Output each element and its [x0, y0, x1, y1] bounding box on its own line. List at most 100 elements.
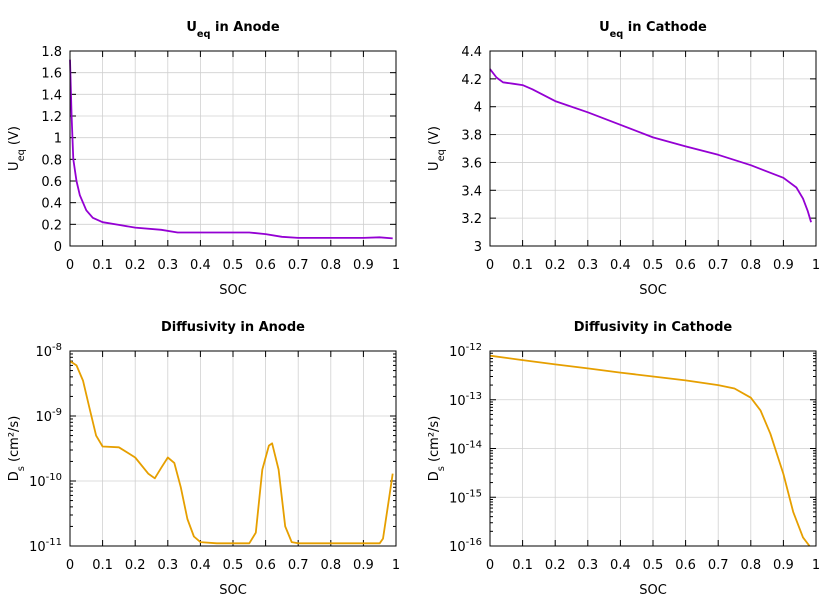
x-tick-label: 0.7	[708, 258, 729, 273]
x-tick-label: 0.4	[190, 558, 211, 573]
y-tick-exponent: -15	[466, 488, 482, 499]
x-tick-label: 0.9	[773, 258, 794, 273]
chart-title: Ueq in Cathode	[599, 20, 707, 40]
y-tick-base: 10	[449, 540, 466, 555]
chart-title: Diffusivity in Cathode	[574, 320, 733, 335]
x-tick-label: 0	[486, 558, 494, 573]
y-axis-label: Ueq (V)	[7, 126, 27, 171]
y-tick-label: 10-9	[35, 407, 62, 425]
subplot-2: 0 0.1 0.2 0.3 0.4 0.5 0.6 0.7 0.8 0.9 1 3 3.2 3.4 3.6 3…	[427, 20, 820, 298]
y-axis-label-main: U	[7, 161, 22, 171]
y-tick-base: 10	[449, 443, 466, 458]
x-tick-label: 1	[392, 258, 400, 273]
x-tick-label: 0.8	[740, 558, 761, 573]
x-tick-label: 0.4	[610, 558, 631, 573]
x-axis-label: SOC	[219, 283, 247, 298]
y-tick-exponent: -9	[52, 407, 62, 418]
y-axis-label: Ds (cm²/s)	[7, 416, 27, 482]
x-tick-label: 0.2	[125, 558, 146, 573]
x-axis-label: SOC	[639, 283, 667, 298]
x-tick-label: 0.7	[708, 558, 729, 573]
x-tick-label: 0.1	[512, 558, 533, 573]
series-line	[489, 68, 812, 223]
x-tick-label: 0.5	[643, 558, 664, 573]
x-tick-label: 0.8	[740, 258, 761, 273]
y-tick-label: 4	[474, 101, 482, 116]
x-tick-label: 0	[66, 558, 74, 573]
y-tick-label: 0.4	[41, 197, 62, 212]
chart-title-sub: eq	[197, 29, 211, 40]
chart-title-main: U	[599, 20, 610, 35]
x-tick-label: 0.3	[157, 558, 178, 573]
y-axis-label-main: D	[427, 471, 442, 481]
y-tick-label: 10-13	[449, 391, 482, 409]
y-axis-label-rest: (V)	[427, 126, 442, 149]
chart-title-main: U	[186, 20, 197, 35]
chart-title-main: Diffusivity in Cathode	[574, 320, 733, 335]
y-axis-label-sub: eq	[436, 149, 447, 161]
x-tick-label: 0.9	[353, 258, 374, 273]
x-tick-label: 0.7	[288, 258, 309, 273]
x-tick-label: 0.2	[545, 558, 566, 573]
chart-title-rest: in Anode	[211, 20, 280, 35]
x-tick-label: 0.2	[545, 258, 566, 273]
y-tick-exponent: -8	[52, 342, 62, 353]
x-tick-label: 0.4	[610, 258, 631, 273]
x-tick-label: 0	[66, 258, 74, 273]
x-tick-label: 0.3	[157, 258, 178, 273]
x-tick-label: 0.6	[255, 258, 276, 273]
y-tick-label: 0.2	[41, 218, 62, 233]
subplot-4: 0 0.1 0.2 0.3 0.4 0.5 0.6 0.7 0.8 0.9 110-1610-151…	[427, 320, 820, 598]
y-tick-label: 3.8	[461, 129, 482, 144]
plot-frame	[489, 50, 817, 247]
y-tick-base: 10	[449, 491, 466, 506]
y-tick-label: 3	[474, 240, 482, 255]
y-tick-base: 10	[29, 540, 46, 555]
y-tick-exponent: -11	[46, 537, 62, 548]
x-tick-label: 0.3	[577, 558, 598, 573]
y-axis-label-sub: s	[436, 466, 447, 471]
chart-title-sub: eq	[610, 29, 624, 40]
plot-frame	[69, 50, 397, 247]
subplot-1: 0 0.1 0.2 0.3 0.4 0.5 0.6 0.7 0.8 0.9 1 0 0.2 0.4 0.6 0…	[7, 20, 400, 298]
chart-title-rest: in Cathode	[623, 20, 707, 35]
y-tick-label: 0	[54, 240, 62, 255]
y-axis-label-sub: s	[16, 466, 27, 471]
y-tick-label: 1.6	[41, 67, 62, 82]
y-tick-exponent: -10	[46, 472, 62, 483]
x-tick-label: 0.4	[190, 258, 211, 273]
subplot-3: 0 0.1 0.2 0.3 0.4 0.5 0.6 0.7 0.8 0.9 110-1110-101…	[7, 320, 400, 598]
x-tick-label: 1	[812, 258, 820, 273]
y-tick-exponent: -13	[466, 391, 482, 402]
x-tick-label: 0.3	[577, 258, 598, 273]
y-tick-label: 10-14	[449, 440, 482, 458]
x-axis-label: SOC	[639, 583, 667, 598]
y-tick-label: 10-10	[29, 472, 62, 490]
y-tick-label: 1.2	[41, 110, 62, 125]
x-tick-label: 0.6	[675, 258, 696, 273]
x-tick-label: 0.6	[675, 558, 696, 573]
y-tick-label: 4.2	[461, 73, 482, 88]
chart-title-main: Diffusivity in Anode	[161, 320, 305, 335]
y-tick-base: 10	[29, 475, 46, 490]
y-tick-label: 10-12	[449, 342, 482, 360]
y-tick-exponent: -16	[466, 537, 482, 548]
y-tick-label: 10-15	[449, 488, 482, 506]
series-line	[489, 354, 811, 547]
x-tick-label: 0.6	[255, 558, 276, 573]
x-tick-label: 1	[392, 558, 400, 573]
y-tick-label: 10-16	[449, 537, 482, 555]
y-tick-label: 3.6	[461, 156, 482, 171]
chart-title: Diffusivity in Anode	[161, 320, 305, 335]
x-tick-label: 0.8	[320, 258, 341, 273]
x-tick-label: 0.1	[92, 258, 113, 273]
y-axis-label-rest: (cm²/s)	[7, 416, 22, 466]
y-tick-label: 3.4	[461, 184, 482, 199]
chart-title: Ueq in Anode	[186, 20, 279, 40]
y-axis-label-main: D	[7, 471, 22, 481]
x-tick-label: 0.9	[773, 558, 794, 573]
plot-frame	[69, 350, 397, 547]
y-tick-base: 10	[449, 345, 466, 360]
